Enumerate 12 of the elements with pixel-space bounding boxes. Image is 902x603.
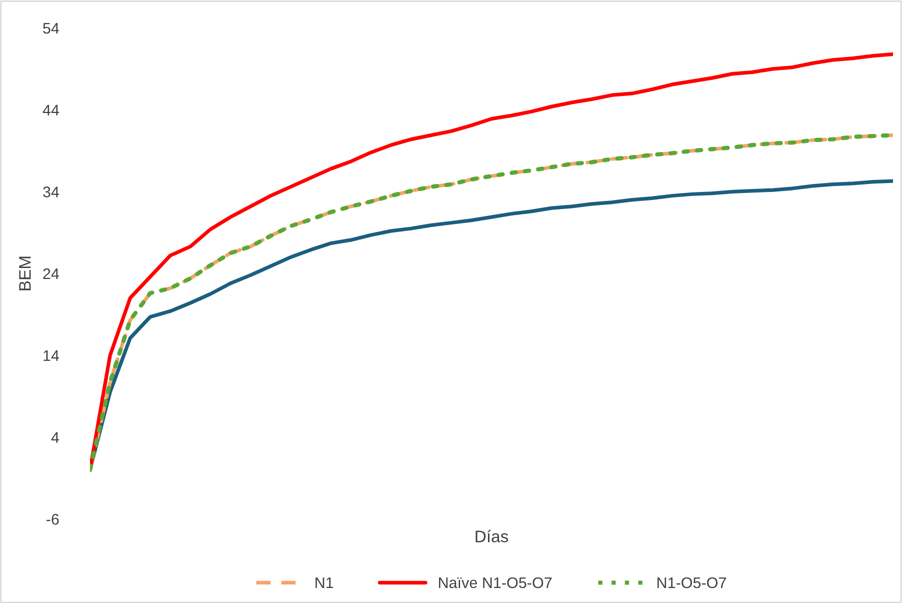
legend-label: N1 [316,578,334,588]
y-tick-label: 4 [51,432,59,443]
x-axis-title: Días [476,530,508,542]
y-tick-label: -6 [46,514,59,525]
y-tick-label: 54 [43,23,59,34]
legend-label: Naïve N1-O5-O7 [439,577,552,588]
y-tick-label: 34 [43,186,59,198]
y-tick-label: 44 [42,104,59,116]
y-axis-title: BEM [19,256,31,290]
legend-label: N1-O5-O7 [658,577,726,588]
y-tick-label: 14 [44,350,59,361]
y-tick-label: 24 [43,268,59,280]
